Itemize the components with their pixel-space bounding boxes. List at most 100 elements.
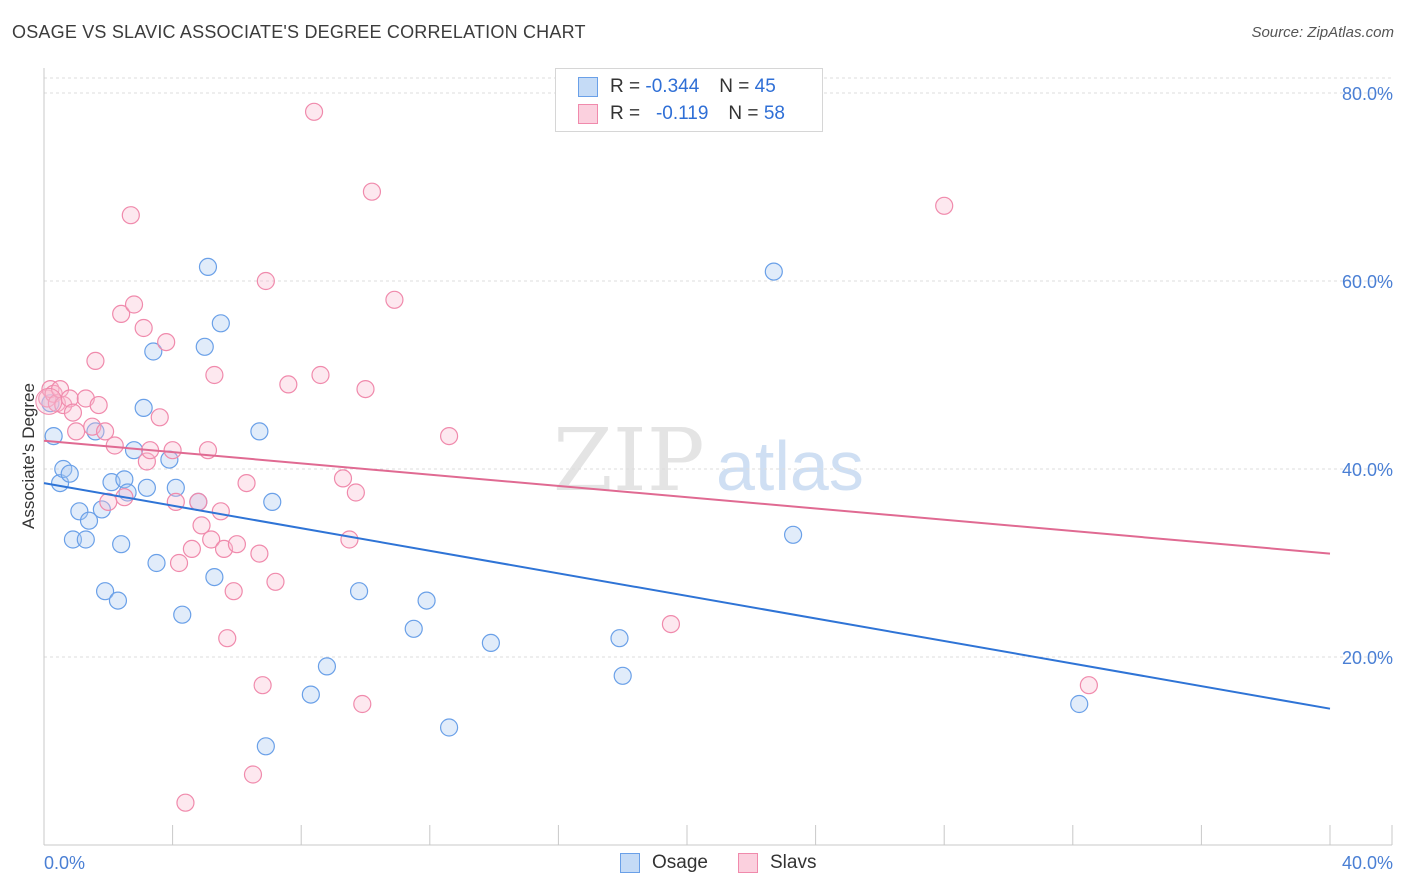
series-legend: Osage Slavs bbox=[620, 852, 846, 874]
slavs-point bbox=[89, 395, 108, 415]
osage-point bbox=[195, 337, 214, 356]
osage-point bbox=[60, 464, 79, 483]
slavs-point bbox=[182, 539, 201, 559]
osage-point bbox=[263, 492, 282, 511]
legend-osage-r-label: R = bbox=[610, 76, 641, 97]
slavs-point bbox=[237, 474, 256, 493]
slavs-point bbox=[35, 387, 63, 415]
slavs-point bbox=[256, 271, 275, 291]
slavs-point bbox=[121, 206, 140, 225]
legend-item-slavs: Slavs bbox=[737, 852, 817, 874]
osage-point bbox=[610, 629, 629, 648]
slavs-point bbox=[356, 380, 375, 399]
osage-point bbox=[481, 633, 500, 653]
osage-point bbox=[301, 685, 320, 704]
slavs-swatch-icon bbox=[578, 104, 598, 124]
osage-point bbox=[317, 657, 337, 676]
stats-legend: R = -0.344 N = 45 R = -0.119 N = 58 bbox=[555, 68, 823, 132]
legend-osage-r-value: -0.344 bbox=[645, 76, 700, 97]
osage-point bbox=[349, 582, 369, 601]
slavs-point bbox=[192, 516, 211, 535]
osage-point bbox=[144, 342, 163, 361]
osage-point bbox=[205, 567, 224, 587]
slavs-point bbox=[250, 544, 269, 563]
slavs-point bbox=[211, 502, 230, 521]
osage-point bbox=[417, 591, 436, 610]
osage-point bbox=[439, 718, 459, 737]
slavs-point bbox=[1079, 676, 1098, 695]
slavs-point bbox=[346, 483, 365, 502]
y-tick-label: 60.0% bbox=[1342, 272, 1393, 292]
slavs-point bbox=[189, 492, 208, 511]
slavs-point bbox=[137, 452, 156, 471]
slavs-point bbox=[134, 318, 153, 338]
legend-osage-n-label: N = bbox=[719, 76, 750, 97]
source-label: Source: ZipAtlas.com bbox=[1251, 24, 1394, 41]
legend-slavs-n-value: 58 bbox=[763, 103, 785, 124]
osage-point bbox=[79, 511, 99, 530]
slavs-point bbox=[124, 295, 144, 314]
slavs-point bbox=[253, 676, 272, 695]
slavs-point bbox=[362, 182, 382, 201]
legend-slavs-r-value: -0.119 bbox=[655, 103, 709, 124]
osage-point bbox=[1070, 694, 1089, 714]
legend-label-slavs: Slavs bbox=[769, 852, 817, 873]
y-tick-label: 40.0% bbox=[1342, 460, 1393, 480]
osage-point bbox=[198, 257, 218, 276]
slavs-point bbox=[224, 582, 243, 601]
legend-row-slavs: R = -0.119 N = 58 bbox=[578, 102, 785, 126]
slavs-point bbox=[163, 441, 182, 460]
slavs-point bbox=[311, 365, 330, 385]
osage-point bbox=[76, 530, 95, 549]
x-tick-label: 40.0% bbox=[1342, 853, 1393, 873]
watermark-atlas: atlas bbox=[716, 427, 864, 505]
legend-slavs-r-label: R = bbox=[610, 103, 641, 124]
y-axis-label: Associate's Degree bbox=[19, 383, 38, 529]
osage-point bbox=[764, 262, 783, 281]
osage-point bbox=[108, 591, 128, 610]
slavs-point bbox=[243, 765, 263, 784]
legend-osage-n-value: 45 bbox=[754, 76, 776, 97]
osage-point bbox=[147, 553, 166, 573]
slavs-point bbox=[353, 694, 372, 714]
legend-row-osage: R = -0.344 N = 45 bbox=[578, 75, 776, 99]
osage-point bbox=[166, 478, 185, 497]
slavs-trend-line bbox=[43, 439, 1331, 555]
slavs-point bbox=[304, 102, 324, 121]
osage-point bbox=[783, 525, 803, 544]
slavs-point bbox=[63, 403, 83, 422]
osage-legend-icon bbox=[620, 853, 640, 873]
osage-point bbox=[95, 582, 115, 601]
watermark-zip: ZIP bbox=[553, 411, 705, 511]
slavs-point bbox=[169, 553, 189, 573]
legend-slavs-n-label: N = bbox=[728, 103, 759, 124]
y-tick-label: 20.0% bbox=[1342, 648, 1393, 668]
legend-item-osage: Osage bbox=[620, 852, 708, 874]
osage-point bbox=[256, 737, 275, 756]
slavs-point bbox=[150, 408, 169, 427]
slavs-point bbox=[935, 196, 954, 215]
osage-point bbox=[134, 398, 153, 417]
slavs-point bbox=[176, 793, 195, 812]
osage-point bbox=[70, 502, 89, 521]
slavs-point bbox=[227, 535, 246, 554]
slavs-point bbox=[661, 614, 681, 634]
slavs-point bbox=[67, 422, 86, 441]
x-tick-label: 0.0% bbox=[44, 853, 85, 873]
osage-point bbox=[173, 605, 192, 624]
slavs-point bbox=[205, 365, 224, 385]
osage-trend-line bbox=[43, 482, 1331, 710]
osage-point bbox=[63, 530, 83, 549]
slavs-point bbox=[218, 629, 237, 648]
slavs-point bbox=[439, 427, 459, 446]
slavs-legend-icon bbox=[737, 853, 758, 873]
slavs-point bbox=[157, 333, 176, 352]
chart-title: OSAGE VS SLAVIC ASSOCIATE'S DEGREE CORRE… bbox=[12, 22, 586, 42]
osage-point bbox=[112, 535, 131, 554]
osage-point bbox=[92, 500, 111, 519]
osage-point bbox=[404, 619, 423, 638]
slavs-point bbox=[95, 422, 115, 441]
slavs-point bbox=[86, 351, 105, 370]
slavs-point bbox=[333, 469, 353, 488]
